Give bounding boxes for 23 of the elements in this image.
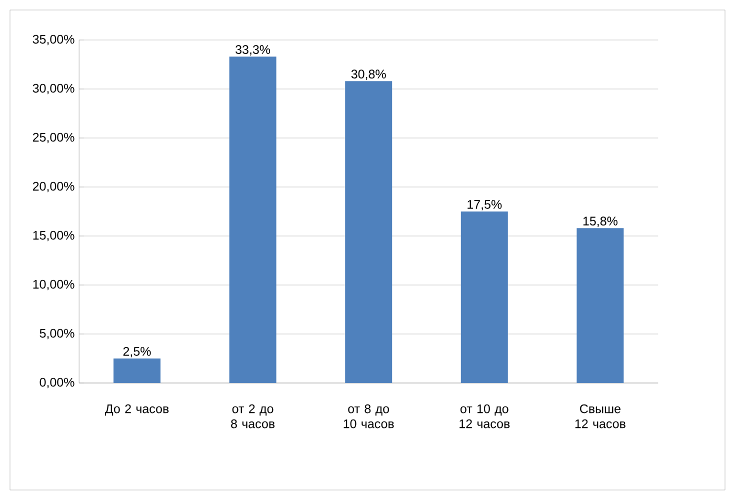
- x-tick-label: от 2 до 8 часов: [231, 404, 275, 428]
- x-tick-label: До 2 часов: [104, 404, 169, 416]
- y-tick-label: 10,00%: [33, 280, 74, 290]
- y-tick-label: 0,00%: [40, 378, 74, 388]
- y-tick-label: 15,00%: [33, 230, 74, 242]
- bar: [576, 228, 624, 383]
- data-label: 15,8%: [583, 216, 618, 227]
- y-tick-label: 30,00%: [32, 84, 74, 94]
- bar: [114, 358, 160, 383]
- x-tick-label: от 8 до 10 часов: [344, 404, 394, 428]
- y-tick-label: 5,00%: [40, 328, 74, 340]
- bar: [345, 81, 392, 383]
- x-tick-label: Свыше 12 часов: [575, 404, 626, 428]
- x-tick-label: от 10 до 12 часов: [460, 404, 510, 428]
- bar: [229, 56, 276, 383]
- y-tick-label: 25,00%: [32, 132, 74, 144]
- y-tick-label: 20,00%: [32, 182, 74, 192]
- y-tick-label: 35,00%: [32, 34, 74, 46]
- data-label: 30,8%: [351, 70, 386, 80]
- data-label: 2,5%: [123, 346, 151, 358]
- data-label: 33,3%: [236, 45, 270, 56]
- bar: [460, 212, 508, 383]
- data-label: 17,5%: [468, 200, 502, 210]
